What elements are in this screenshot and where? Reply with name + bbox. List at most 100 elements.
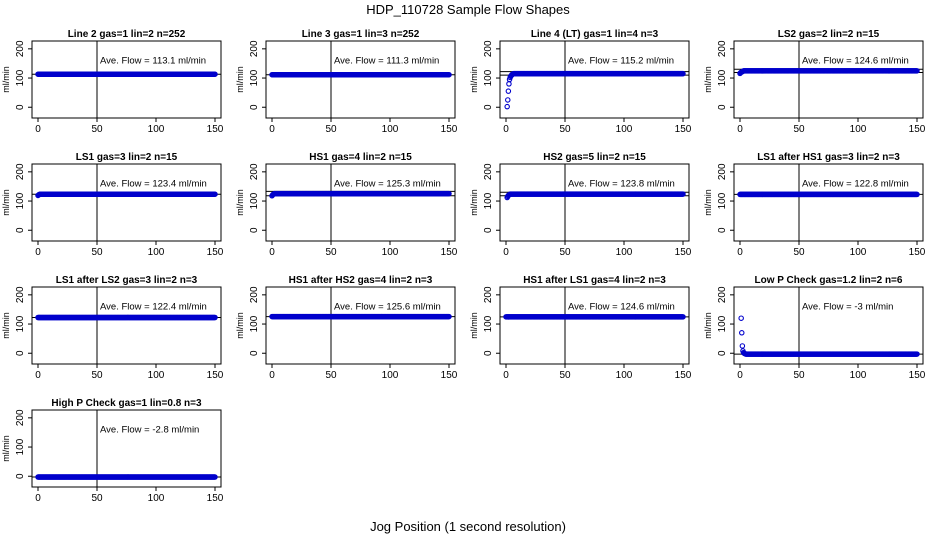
panel-title: LS1 gas=3 lin=2 n=15: [76, 152, 178, 163]
x-tick-label: 100: [616, 370, 633, 381]
y-tick-label: 100: [15, 69, 26, 86]
y-axis-label: ml/min: [469, 189, 479, 216]
y-tick-label: 200: [483, 163, 494, 180]
panel-5: LS1 gas=3 lin=2 n=15 0 50 100 150 0 100 200 ml/m…: [1, 152, 224, 258]
panel-4: LS2 gas=2 lin=2 n=15 0 50 100 150 0 100 200 ml/m…: [703, 29, 926, 135]
x-tick-label: 100: [616, 247, 633, 258]
plot-frame: [31, 409, 222, 488]
x-tick-label: 150: [909, 124, 926, 135]
y-tick-label: 200: [483, 286, 494, 303]
y-axis-label: ml/min: [703, 189, 713, 216]
data-point: [212, 191, 218, 197]
y-tick-label: 0: [717, 227, 728, 233]
x-tick-label: 100: [850, 370, 867, 381]
panels: Line 2 gas=1 lin=2 n=252 0 50 100 150 0 100 200…: [1, 29, 926, 504]
data-points: [269, 190, 452, 199]
x-tick-label: 0: [35, 493, 41, 504]
y-tick-label: 200: [15, 286, 26, 303]
x-tick-label: 0: [35, 370, 41, 381]
x-tick-label: 50: [91, 124, 103, 135]
y-tick-label: 200: [15, 163, 26, 180]
y-tick-label: 200: [483, 40, 494, 57]
data-points: [737, 191, 920, 198]
data-points: [35, 314, 218, 321]
x-tick-label: 0: [503, 124, 509, 135]
average-flow-annotation: Ave. Flow = 124.6 ml/min: [802, 55, 909, 66]
x-tick-label: 150: [675, 370, 692, 381]
panel-title: HS1 after HS2 gas=4 lin=2 n=3: [289, 275, 433, 286]
plot-frame: [31, 163, 222, 242]
plot-frame: [265, 163, 456, 242]
y-axis-label: ml/min: [1, 189, 11, 216]
x-tick-label: 100: [850, 124, 867, 135]
plot-frame: [499, 163, 690, 242]
x-tick-label: 0: [35, 247, 41, 258]
y-axis-label: ml/min: [469, 312, 479, 339]
average-flow-annotation: Ave. Flow = 113.1 ml/min: [100, 55, 206, 66]
y-tick-label: 0: [15, 104, 26, 110]
y-tick-label: 200: [249, 40, 260, 57]
x-tick-label: 150: [675, 124, 692, 135]
plot-frame: [499, 286, 690, 365]
data-point: [446, 313, 452, 320]
y-axis-label: ml/min: [1, 435, 11, 462]
y-axis-label: ml/min: [469, 66, 479, 93]
y-tick-label: 100: [249, 69, 260, 86]
y-axis-label: ml/min: [1, 66, 11, 93]
panel-6: HS1 gas=4 lin=2 n=15 0 50 100 150 0 100 200 ml/m…: [235, 152, 458, 258]
figure-title: HDP_110728 Sample Flow Shapes: [366, 2, 570, 17]
panel-title: Line 2 gas=1 lin=2 n=252: [68, 29, 186, 40]
data-points: [35, 191, 218, 199]
y-tick-label: 100: [249, 315, 260, 332]
average-flow-annotation: Ave. Flow = -3 ml/min: [802, 301, 893, 312]
plot-frame: [733, 40, 924, 119]
x-tick-label: 100: [850, 247, 867, 258]
x-tick-label: 0: [503, 247, 509, 258]
y-tick-label: 0: [483, 104, 494, 110]
x-tick-label: 150: [675, 247, 692, 258]
average-flow-annotation: Ave. Flow = 124.6 ml/min: [568, 301, 675, 312]
x-tick-label: 0: [737, 247, 743, 258]
panel-title: Line 3 gas=1 lin=3 n=252: [302, 29, 420, 40]
x-tick-label: 50: [793, 370, 805, 381]
x-tick-label: 50: [325, 370, 337, 381]
x-tick-label: 50: [559, 370, 571, 381]
x-tick-label: 100: [382, 370, 399, 381]
panel-title: LS2 gas=2 lin=2 n=15: [778, 29, 880, 40]
data-point: [212, 71, 218, 77]
panel-10: HS1 after HS2 gas=4 lin=2 n=3 0 50 100 150 0 1…: [235, 275, 458, 381]
plot-frame: [265, 40, 456, 119]
panel-7: HS2 gas=5 lin=2 n=15 0 50 100 150 0 100 200 ml/m…: [469, 152, 692, 258]
panel-13: High P Check gas=1 lin=0.8 n=3 0 50 100 150 0…: [1, 398, 224, 504]
y-tick-label: 100: [483, 192, 494, 209]
y-tick-label: 0: [717, 104, 728, 110]
x-tick-label: 0: [269, 370, 275, 381]
y-tick-label: 100: [717, 69, 728, 86]
data-points: [504, 70, 686, 110]
data-point: [680, 191, 686, 197]
data-point: [212, 314, 218, 321]
y-axis-label: ml/min: [235, 312, 245, 339]
panel-title: HS2 gas=5 lin=2 n=15: [543, 152, 646, 163]
x-tick-label: 100: [382, 124, 399, 135]
x-tick-label: 150: [441, 124, 458, 135]
data-point: [446, 190, 452, 197]
panel-title: Line 4 (LT) gas=1 lin=4 n=3: [531, 29, 659, 40]
y-axis-label: ml/min: [703, 312, 713, 339]
plot-frame: [733, 163, 924, 242]
y-tick-label: 0: [249, 227, 260, 233]
y-axis-label: ml/min: [703, 66, 713, 93]
y-tick-label: 0: [717, 350, 728, 356]
y-tick-label: 100: [717, 192, 728, 209]
data-point: [739, 343, 746, 349]
data-point: [680, 314, 686, 320]
data-point: [739, 330, 745, 336]
panel-title: HS1 after LS1 gas=4 lin=2 n=3: [523, 275, 666, 286]
figure-xlabel: Jog Position (1 second resolution): [370, 519, 566, 534]
data-points: [35, 474, 218, 480]
average-flow-annotation: Ave. Flow = 122.8 ml/min: [802, 178, 909, 189]
panel-1: Line 2 gas=1 lin=2 n=252 0 50 100 150 0 100 200…: [1, 29, 224, 135]
average-flow-annotation: Ave. Flow = 122.4 ml/min: [100, 301, 207, 312]
panel-8: LS1 after HS1 gas=3 lin=2 n=3 0 50 100 150 0 1…: [703, 152, 926, 258]
